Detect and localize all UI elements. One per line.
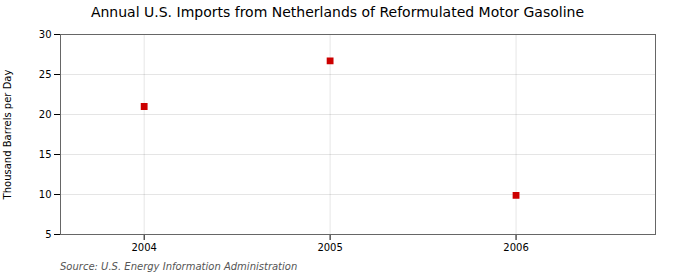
svg-text:20: 20 [39, 109, 52, 120]
svg-text:2004: 2004 [131, 242, 156, 253]
svg-text:2005: 2005 [317, 242, 342, 253]
html-text:Annual U.S. Imports from Nethe: Annual U.S. Imports from Netherlands of … [90, 4, 585, 20]
svg-text:30: 30 [39, 29, 52, 40]
svg-text:5: 5 [45, 229, 51, 240]
svg-text:10: 10 [39, 189, 52, 200]
html-text:Source: U.S. Energy Informatio: Source: U.S. Energy Information Administ… [60, 261, 298, 272]
svg-text:2006: 2006 [503, 242, 528, 253]
svg-text:Thousand Barrels per Day: Thousand Barrels per Day [2, 70, 13, 201]
svg-text:15: 15 [39, 149, 52, 160]
svg-text:25: 25 [39, 69, 52, 80]
